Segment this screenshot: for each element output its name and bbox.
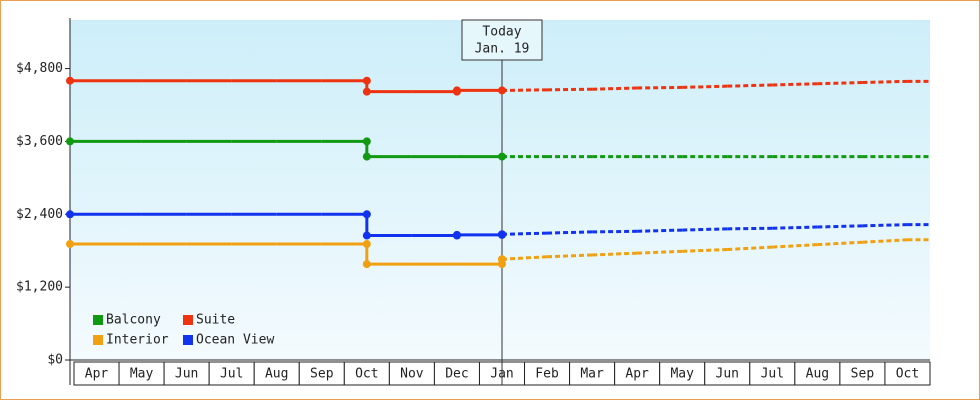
- price-marker: [66, 76, 74, 85]
- x-tick-label: Jul: [220, 367, 243, 382]
- x-tick-label: Feb: [535, 367, 559, 382]
- x-tick-label: Jul: [761, 367, 784, 382]
- price-marker: [362, 87, 371, 96]
- x-tick-label: Nov: [400, 367, 424, 382]
- legend-label: Interior: [106, 333, 169, 348]
- price-marker: [66, 240, 74, 249]
- y-tick-label: $3,600: [16, 134, 63, 149]
- x-tick-label: Sep: [310, 367, 334, 382]
- x-tick-label: May: [670, 367, 694, 382]
- price-marker: [362, 210, 371, 219]
- price-marker: [362, 137, 371, 146]
- legend-label: Ocean View: [196, 333, 274, 348]
- price-marker: [362, 76, 371, 85]
- x-tick-label: Jun: [175, 367, 198, 382]
- x-tick-label: Apr: [625, 367, 649, 382]
- y-tick-label: $1,200: [16, 280, 63, 295]
- x-tick-label: Oct: [896, 367, 919, 382]
- x-tick-label: Aug: [265, 367, 288, 382]
- x-tick-label: Mar: [580, 367, 604, 382]
- y-tick-label: $0: [47, 353, 63, 368]
- x-tick-label: Aug: [806, 367, 829, 382]
- price-marker: [362, 152, 371, 161]
- y-tick-label: $4,800: [16, 61, 63, 76]
- price-marker: [362, 231, 371, 240]
- legend-swatch: [93, 335, 103, 345]
- price-marker: [66, 137, 74, 146]
- y-tick-label: $2,400: [16, 207, 63, 222]
- x-tick-label: Dec: [445, 367, 468, 382]
- legend-swatch: [183, 335, 193, 345]
- plot-area: [70, 20, 930, 360]
- today-label: Jan. 19: [475, 42, 530, 57]
- x-tick-label: Sep: [851, 367, 875, 382]
- price-marker: [452, 86, 461, 95]
- price-marker: [362, 260, 371, 269]
- today-box: [461, 19, 543, 61]
- x-tick-label: May: [130, 367, 154, 382]
- price-marker: [362, 240, 371, 249]
- price-marker: [452, 230, 461, 239]
- x-tick-label: Oct: [355, 367, 378, 382]
- legend-swatch: [183, 315, 193, 325]
- legend-label: Suite: [196, 313, 235, 328]
- x-tick-label: Jun: [716, 367, 739, 382]
- x-cell: [884, 361, 931, 386]
- legend-label: Balcony: [106, 313, 161, 328]
- legend-swatch: [93, 315, 103, 325]
- price-marker: [66, 210, 74, 219]
- x-tick-label: Apr: [85, 367, 109, 382]
- today-label: Today: [482, 25, 521, 40]
